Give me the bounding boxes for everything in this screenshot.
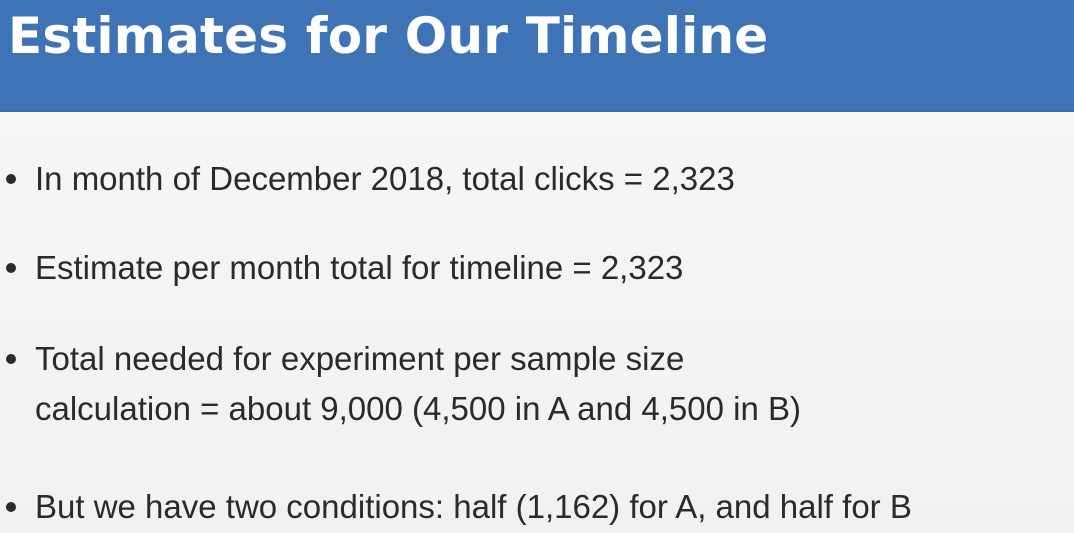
- title-bar: Estimates for Our Timeline: [0, 0, 1074, 112]
- bullet-line: In month of December 2018, total clicks …: [35, 160, 735, 197]
- bullet-line: Estimate per month total for timeline = …: [35, 249, 684, 286]
- bullet-line: calculation = about 9,000 (4,500 in A an…: [35, 390, 801, 427]
- bullet-text: But we have two conditions: half (1,162)…: [35, 482, 912, 532]
- bullet-text: Estimate per month total for timeline = …: [35, 243, 683, 293]
- bullet-dot-icon: [6, 502, 16, 512]
- bullet-text: In month of December 2018, total clicks …: [35, 154, 735, 204]
- slide-title: Estimates for Our Timeline: [8, 7, 769, 65]
- bullet-dot-icon: [6, 174, 16, 184]
- bullet-line: Total needed for experiment per sample s…: [35, 340, 685, 377]
- bullet-dot-icon: [6, 354, 16, 364]
- bullet-dot-icon: [6, 263, 16, 273]
- bullet-line: But we have two conditions: half (1,162)…: [35, 488, 912, 525]
- bullet-text: Total needed for experiment per sample s…: [35, 334, 801, 434]
